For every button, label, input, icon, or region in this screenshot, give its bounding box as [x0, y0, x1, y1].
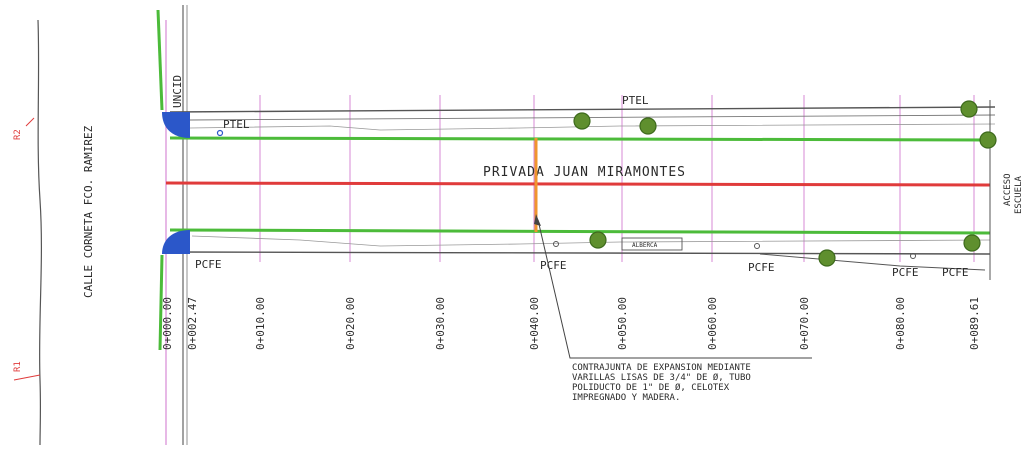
note-line: CONTRAJUNTA DE EXPANSION MEDIANTE	[572, 363, 751, 373]
pcfe-post-marker	[754, 243, 760, 249]
station-label: 0+030.00	[434, 297, 447, 350]
corner-top-left	[162, 112, 190, 138]
green-axis-vertical-lower	[158, 254, 164, 351]
pcfe-post-marker	[910, 253, 916, 259]
pcfe-label: PCFE	[942, 266, 969, 279]
tree-icon	[639, 117, 657, 135]
station-label: 0+089.61	[968, 297, 981, 350]
pcfe-post-marker	[553, 241, 559, 247]
top-curb-green	[169, 136, 996, 142]
note-line: POLIDUCTO DE 1" DE Ø, CELOTEX	[572, 382, 730, 393]
alberca-box	[621, 237, 683, 251]
station-label: 0+010.00	[254, 297, 267, 350]
station-label: 0+080.00	[894, 297, 907, 350]
ptel-label-left: PTEL	[223, 118, 250, 131]
note-leader-arrow	[534, 214, 541, 226]
ptel-label-top: PTEL	[622, 94, 649, 107]
note-line: VARILLAS LISAS DE 3/4" DE Ø, TUBO	[572, 372, 751, 383]
alberca-label: ALBERCA	[632, 242, 658, 249]
station-labels: 0+000.00 0+002.47 0+010.00 0+020.00 0+03…	[161, 297, 981, 350]
street-left-name: CALLE CORNETA FCO. RAMIREZ	[82, 125, 95, 298]
tree-icon	[818, 249, 836, 267]
note-leader	[537, 219, 812, 359]
station-grid	[259, 95, 975, 262]
green-axis-vertical	[156, 9, 164, 111]
pcfe-label: PCFE	[748, 261, 775, 274]
junction-label: UNCID	[171, 75, 184, 108]
trees	[573, 100, 997, 267]
top-boundary-line	[169, 106, 996, 113]
station-label: 0+040.00	[528, 297, 541, 350]
marker-r1-tick	[13, 374, 41, 381]
street-main-name: PRIVADA JUAN MIRAMONTES	[483, 165, 686, 180]
bottom-curb-green	[169, 228, 991, 235]
tree-icon	[589, 231, 607, 249]
ptel-post-marker	[216, 129, 224, 137]
street-centerline	[165, 181, 991, 187]
pcfe-label: PCFE	[195, 258, 222, 271]
bottom-service-line	[759, 253, 986, 271]
expansion-joint-note: CONTRAJUNTA DE EXPANSION MEDIANTE VARILL…	[572, 363, 751, 403]
station-label: 0+020.00	[344, 297, 357, 350]
marker-r2-tick	[25, 117, 35, 127]
left-street-edge	[37, 19, 42, 446]
marker-r1: R1	[13, 361, 23, 372]
station-label: 0+000.00	[161, 297, 174, 350]
pcfe-label: PCFE	[892, 266, 919, 279]
access-label-1: ACCESO	[1003, 173, 1013, 206]
station-label: 0+002.47	[186, 297, 199, 350]
corner-bottom-left	[162, 230, 190, 254]
tree-icon	[979, 131, 997, 149]
pcfe-label: PCFE	[540, 259, 567, 272]
tree-icon	[960, 100, 978, 118]
note-line: IMPREGNADO Y MADERA.	[572, 393, 680, 403]
bottom-boundary-line	[169, 251, 991, 255]
station-label: 0+060.00	[706, 297, 719, 350]
tree-icon	[573, 112, 591, 130]
top-sidewalk-edge	[189, 123, 996, 131]
top-boundary-line-2	[189, 114, 996, 121]
station-label: 0+050.00	[616, 297, 629, 350]
marker-r2: R2	[13, 129, 23, 140]
tree-icon	[963, 234, 981, 252]
station-label: 0+070.00	[798, 297, 811, 350]
access-label-2: ESCUELA	[1014, 175, 1024, 214]
